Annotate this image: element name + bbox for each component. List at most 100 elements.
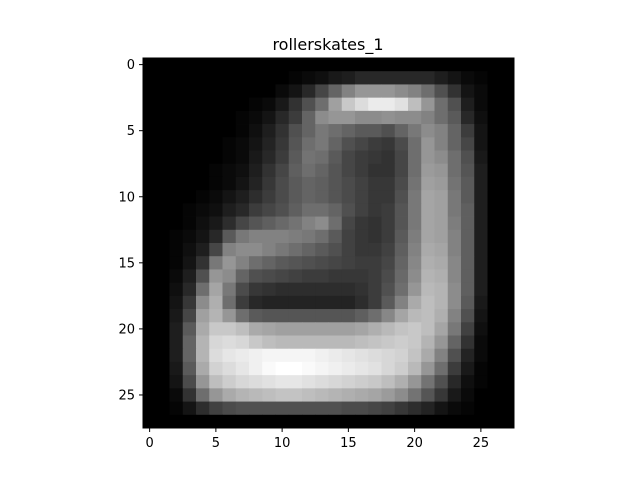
heatmap-cell bbox=[196, 375, 210, 389]
heatmap-cell bbox=[169, 150, 184, 165]
heatmap-cell bbox=[341, 163, 356, 178]
heatmap-cell bbox=[249, 375, 263, 389]
heatmap-cell bbox=[394, 414, 409, 429]
heatmap-cell bbox=[408, 269, 422, 284]
heatmap-cell bbox=[500, 58, 515, 72]
heatmap-cell bbox=[381, 322, 396, 336]
heatmap-cell bbox=[394, 256, 409, 270]
heatmap-cell bbox=[328, 124, 343, 138]
heatmap-cell bbox=[235, 176, 250, 191]
heatmap-cell bbox=[368, 243, 382, 257]
heatmap-cell bbox=[302, 335, 316, 350]
heatmap-cell bbox=[275, 282, 290, 297]
heatmap-cell bbox=[434, 282, 449, 297]
heatmap-cell bbox=[222, 163, 237, 178]
heatmap-cell bbox=[262, 295, 276, 310]
heatmap-cell bbox=[182, 309, 197, 323]
heatmap-cell bbox=[315, 229, 329, 244]
heatmap-cell bbox=[461, 309, 475, 323]
heatmap-cell bbox=[434, 309, 449, 323]
heatmap-cell bbox=[421, 348, 435, 363]
heatmap-cell bbox=[434, 414, 449, 429]
heatmap-cell bbox=[315, 124, 329, 138]
x-tick-label: 5 bbox=[212, 436, 220, 451]
heatmap-cell bbox=[262, 58, 276, 72]
heatmap-cell bbox=[474, 190, 488, 204]
heatmap-cell bbox=[182, 97, 197, 112]
heatmap-cell bbox=[381, 243, 396, 257]
heatmap-cell bbox=[500, 216, 515, 231]
heatmap-cell bbox=[302, 71, 316, 85]
heatmap-cell bbox=[156, 124, 170, 138]
heatmap-cell bbox=[408, 414, 422, 429]
heatmap-cell bbox=[143, 256, 157, 270]
heatmap-cell bbox=[474, 375, 488, 389]
heatmap-cell bbox=[421, 71, 435, 85]
heatmap-cell bbox=[487, 163, 502, 178]
heatmap-cell bbox=[341, 58, 356, 72]
heatmap-cell bbox=[209, 190, 223, 204]
heatmap-cell bbox=[222, 256, 237, 270]
heatmap-cell bbox=[182, 84, 197, 99]
heatmap-cell bbox=[235, 163, 250, 178]
heatmap-cell bbox=[368, 309, 382, 323]
heatmap-cell bbox=[275, 203, 290, 217]
heatmap-cell bbox=[235, 229, 250, 244]
heatmap-cell bbox=[262, 322, 276, 336]
heatmap-cell bbox=[461, 203, 475, 217]
heatmap-cell bbox=[328, 71, 343, 85]
heatmap-cell bbox=[209, 269, 223, 284]
heatmap-cell bbox=[182, 375, 197, 389]
x-tick-label: 25 bbox=[473, 436, 490, 451]
heatmap-cell bbox=[368, 229, 382, 244]
heatmap-cell bbox=[355, 176, 369, 191]
heatmap-cell bbox=[394, 216, 409, 231]
heatmap-cell bbox=[169, 269, 184, 284]
heatmap-cell bbox=[461, 322, 475, 336]
heatmap-cell bbox=[182, 388, 197, 402]
heatmap-cell bbox=[500, 388, 515, 402]
heatmap-cell bbox=[275, 375, 290, 389]
heatmap-cell bbox=[368, 269, 382, 284]
heatmap-cell bbox=[315, 295, 329, 310]
heatmap-cell bbox=[474, 348, 488, 363]
heatmap-cell bbox=[421, 295, 435, 310]
heatmap-cell bbox=[394, 361, 409, 376]
heatmap-cell bbox=[474, 163, 488, 178]
heatmap-cell bbox=[355, 295, 369, 310]
heatmap-cell bbox=[249, 282, 263, 297]
heatmap-cell bbox=[209, 216, 223, 231]
heatmap-cell bbox=[156, 282, 170, 297]
heatmap-cell bbox=[421, 243, 435, 257]
heatmap-cell bbox=[302, 84, 316, 99]
heatmap-cell bbox=[341, 84, 356, 99]
heatmap-cell bbox=[381, 309, 396, 323]
heatmap-cell bbox=[381, 216, 396, 231]
heatmap-cell bbox=[447, 256, 462, 270]
heatmap-cell bbox=[302, 203, 316, 217]
heatmap-cell bbox=[421, 256, 435, 270]
heatmap-cell bbox=[302, 401, 316, 416]
heatmap-cell bbox=[461, 216, 475, 231]
heatmap-cell bbox=[143, 361, 157, 376]
heatmap-cell bbox=[368, 124, 382, 138]
heatmap-cell bbox=[196, 401, 210, 416]
heatmap-cell bbox=[461, 163, 475, 178]
heatmap-cell bbox=[328, 309, 343, 323]
heatmap-cell bbox=[315, 309, 329, 323]
heatmap-cell bbox=[434, 229, 449, 244]
heatmap-cell bbox=[328, 256, 343, 270]
heatmap-cell bbox=[156, 163, 170, 178]
heatmap-cell bbox=[328, 190, 343, 204]
heatmap-cell bbox=[235, 348, 250, 363]
heatmap-cell bbox=[262, 256, 276, 270]
heatmap-cell bbox=[381, 110, 396, 125]
heatmap-cell bbox=[328, 361, 343, 376]
heatmap-cell bbox=[302, 176, 316, 191]
heatmap-cell bbox=[368, 84, 382, 99]
heatmap-cell bbox=[434, 176, 449, 191]
heatmap-cell bbox=[408, 190, 422, 204]
heatmap-cell bbox=[474, 414, 488, 429]
heatmap-cell bbox=[288, 124, 303, 138]
heatmap-cell bbox=[196, 322, 210, 336]
